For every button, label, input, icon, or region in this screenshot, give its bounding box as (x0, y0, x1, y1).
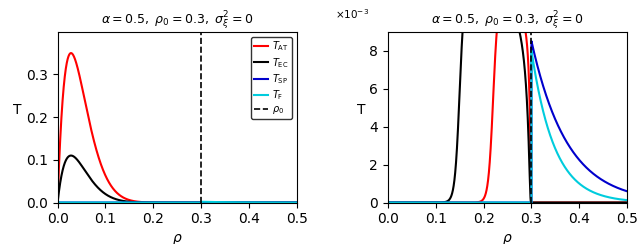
$T_{\mathrm{AT}}$ (113, 192, 121, 195)
Title: $\alpha=0.5,\ \rho_0=0.3,\ \sigma^2_\xi=0$: $\alpha=0.5,\ \rho_0=0.3,\ \sigma^2_\xi=… (101, 10, 253, 32)
Y-axis label: T: T (356, 103, 365, 117)
$T_{\mathrm{SP}}$ (197, 201, 205, 204)
$T_{\mathrm{EC}}$ (113, 198, 121, 201)
Text: $\times10^{-3}$: $\times10^{-3}$ (335, 8, 369, 21)
$T_{\mathrm{EC}}$ (198, 201, 206, 204)
$T_{\mathrm{F}}$ (293, 201, 301, 204)
$T_{\mathrm{AT}}$ (225, 201, 233, 204)
$T_{\mathrm{F}}$ (207, 201, 215, 203)
$T_{\mathrm{SP}}$ (198, 201, 206, 204)
$T_{\mathrm{F}}$ (278, 201, 285, 204)
$T_{\mathrm{EC}}$ (197, 201, 205, 204)
$T_{\mathrm{F}}$ (113, 201, 121, 204)
$T_{\mathrm{EC}}$ (278, 201, 285, 204)
$T_{\mathrm{SP}}$ (293, 201, 301, 204)
$T_{\mathrm{EC}}$ (67, 154, 75, 157)
$T_{\mathrm{F}}$ (54, 201, 61, 204)
$T_{\mathrm{AT}}$ (167, 201, 175, 204)
$T_{\mathrm{EC}}$ (225, 201, 233, 204)
Line: $T_{\mathrm{F}}$: $T_{\mathrm{F}}$ (58, 202, 297, 203)
$T_{\mathrm{SP}}$ (225, 201, 233, 204)
$T_{\mathrm{SP}}$ (113, 201, 121, 204)
Y-axis label: T: T (13, 103, 22, 117)
$T_{\mathrm{SP}}$ (278, 201, 285, 204)
$T_{\mathrm{F}}$ (167, 201, 175, 204)
$T_{\mathrm{SP}}$ (54, 201, 61, 204)
X-axis label: $\rho$: $\rho$ (172, 232, 182, 244)
Line: $T_{\mathrm{EC}}$: $T_{\mathrm{EC}}$ (58, 156, 297, 203)
$T_{\mathrm{AT}}$ (198, 201, 206, 204)
X-axis label: $\rho$: $\rho$ (502, 232, 513, 244)
Title: $\alpha=0.5,\ \rho_0=0.3,\ \sigma^2_\xi=0$: $\alpha=0.5,\ \rho_0=0.3,\ \sigma^2_\xi=… (431, 10, 584, 32)
$T_{\mathrm{EC}}$ (293, 201, 301, 204)
$T_{\mathrm{AT}}$ (54, 201, 61, 204)
$T_{\mathrm{F}}$ (225, 201, 233, 204)
$T_{\mathrm{EC}}$ (54, 201, 61, 204)
$T_{\mathrm{AT}}$ (278, 201, 285, 204)
Legend: $T_{\mathrm{AT}}$, $T_{\mathrm{EC}}$, $T_{\mathrm{SP}}$, $T_{\mathrm{F}}$, $\rho: $T_{\mathrm{AT}}$, $T_{\mathrm{EC}}$, $T… (251, 37, 292, 119)
$T_{\mathrm{F}}$ (198, 200, 206, 203)
$T_{\mathrm{F}}$ (197, 200, 205, 203)
$T_{\mathrm{EC}}$ (167, 201, 175, 204)
$T_{\mathrm{AT}}$ (67, 52, 75, 55)
$T_{\mathrm{SP}}$ (207, 201, 215, 204)
$T_{\mathrm{AT}}$ (197, 201, 205, 204)
Line: $T_{\mathrm{AT}}$: $T_{\mathrm{AT}}$ (58, 53, 297, 203)
$T_{\mathrm{AT}}$ (293, 201, 301, 204)
$T_{\mathrm{SP}}$ (167, 201, 175, 204)
$T_{\mathrm{AT}}$ (207, 201, 215, 204)
$T_{\mathrm{EC}}$ (207, 201, 215, 204)
